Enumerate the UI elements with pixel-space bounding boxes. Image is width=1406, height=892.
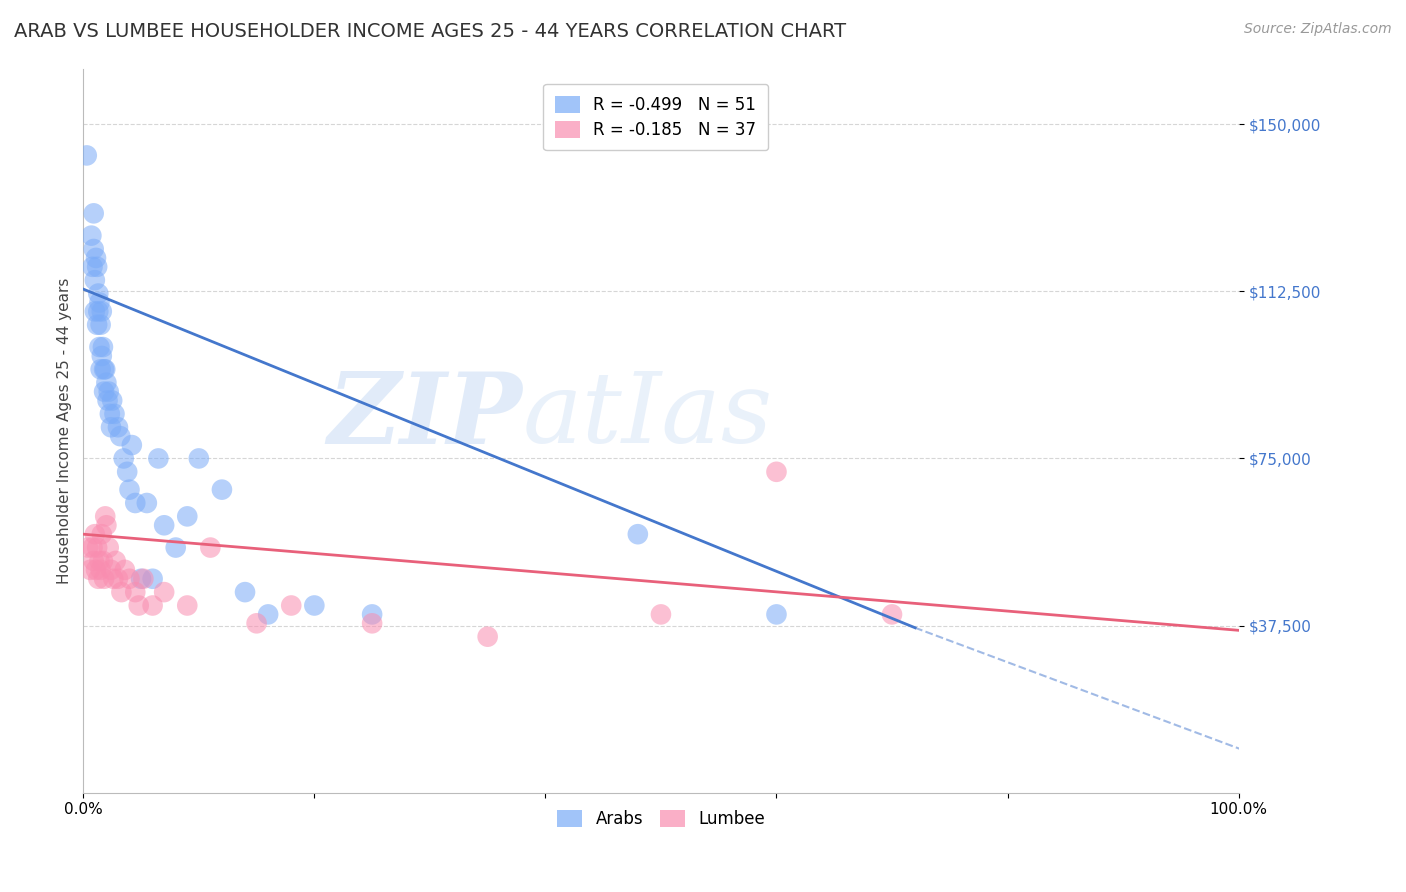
Point <box>93 362 115 376</box>
Point <box>80 228 103 243</box>
Point <box>135 496 157 510</box>
Point <box>82 260 104 274</box>
Point <box>83 242 105 256</box>
Point <box>89 554 111 568</box>
Point <box>477 630 499 644</box>
Point <box>90 563 112 577</box>
Point <box>87 286 110 301</box>
Point <box>121 438 143 452</box>
Point <box>124 585 146 599</box>
Point <box>93 384 115 399</box>
Point <box>93 572 115 586</box>
Point <box>233 585 256 599</box>
Point <box>187 451 209 466</box>
Point <box>90 362 112 376</box>
Point <box>82 541 104 555</box>
Point <box>211 483 233 497</box>
Point <box>361 607 384 622</box>
Point <box>103 572 125 586</box>
Point <box>94 509 117 524</box>
Point <box>103 407 125 421</box>
Point <box>90 318 112 332</box>
Point <box>650 607 672 622</box>
Point <box>94 362 117 376</box>
Point <box>627 527 650 541</box>
Point <box>104 554 127 568</box>
Point <box>132 572 155 586</box>
Point <box>97 541 120 555</box>
Point <box>96 518 118 533</box>
Point <box>304 599 326 613</box>
Point <box>89 295 111 310</box>
Point <box>86 318 108 332</box>
Point <box>114 563 136 577</box>
Point <box>89 340 111 354</box>
Point <box>148 451 170 466</box>
Point <box>90 349 112 363</box>
Y-axis label: Householder Income Ages 25 - 44 years: Householder Income Ages 25 - 44 years <box>58 277 72 583</box>
Point <box>765 607 787 622</box>
Point <box>280 599 302 613</box>
Point <box>83 527 105 541</box>
Point <box>165 541 187 555</box>
Point <box>107 420 129 434</box>
Point <box>142 572 165 586</box>
Point <box>128 599 150 613</box>
Text: Source: ZipAtlas.com: Source: ZipAtlas.com <box>1244 22 1392 37</box>
Point <box>142 599 165 613</box>
Point <box>96 376 118 390</box>
Point <box>100 420 122 434</box>
Point <box>153 518 176 533</box>
Point <box>200 541 222 555</box>
Point <box>76 148 98 162</box>
Text: ZIP: ZIP <box>328 368 522 465</box>
Point <box>880 607 903 622</box>
Point <box>90 527 112 541</box>
Point <box>257 607 280 622</box>
Point <box>86 260 108 274</box>
Point <box>361 616 384 631</box>
Point <box>110 429 132 443</box>
Point <box>83 206 105 220</box>
Point <box>86 541 108 555</box>
Point <box>129 572 152 586</box>
Point <box>83 273 105 287</box>
Point <box>84 251 107 265</box>
Point <box>98 407 121 421</box>
Point <box>245 616 267 631</box>
Text: ARAB VS LUMBEE HOUSEHOLDER INCOME AGES 25 - 44 YEARS CORRELATION CHART: ARAB VS LUMBEE HOUSEHOLDER INCOME AGES 2… <box>14 22 846 41</box>
Point <box>110 585 132 599</box>
Point <box>101 393 124 408</box>
Point <box>87 572 110 586</box>
Point <box>118 572 141 586</box>
Point <box>97 384 120 399</box>
Text: atIas: atIas <box>522 368 772 464</box>
Point <box>91 554 114 568</box>
Point <box>77 541 100 555</box>
Point <box>176 599 198 613</box>
Point <box>90 304 112 318</box>
Point <box>124 496 146 510</box>
Point <box>118 483 141 497</box>
Legend: Arabs, Lumbee: Arabs, Lumbee <box>550 804 772 835</box>
Point <box>176 509 198 524</box>
Point <box>765 465 787 479</box>
Point <box>96 393 118 408</box>
Point <box>83 554 105 568</box>
Point <box>83 304 105 318</box>
Point <box>87 304 110 318</box>
Point <box>100 563 122 577</box>
Point <box>79 563 101 577</box>
Point <box>112 451 135 466</box>
Point <box>91 340 114 354</box>
Point <box>153 585 176 599</box>
Point <box>84 563 107 577</box>
Point <box>115 465 138 479</box>
Point <box>107 572 129 586</box>
